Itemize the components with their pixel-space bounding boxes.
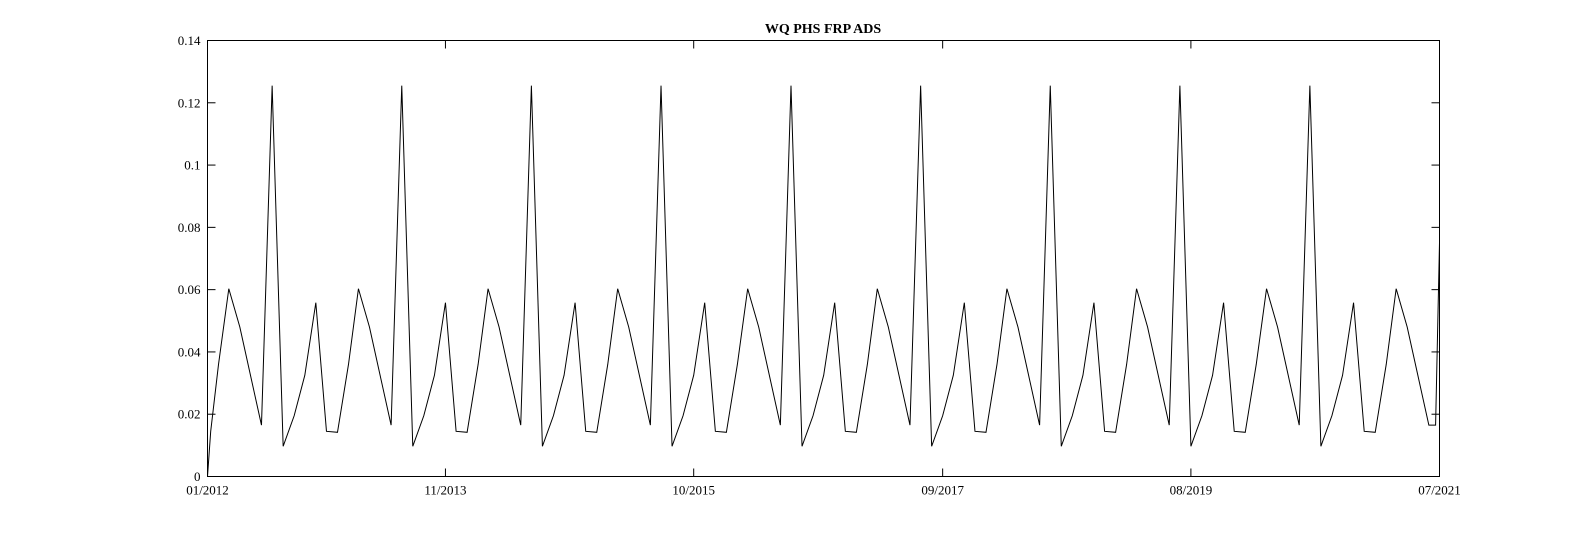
y-tick-label: 0.12	[178, 95, 201, 110]
y-tick-label: 0.14	[178, 33, 201, 48]
x-tick-label: 07/2021	[1418, 483, 1461, 498]
y-axis: 0 0.02 0.04 0.06 0.08 0.1 0.12 0.14	[178, 33, 1440, 484]
y-tick-label: 0.06	[178, 282, 201, 297]
chart-title: WQ PHS FRP ADS	[765, 22, 882, 37]
x-tick-label: 01/2012	[186, 483, 229, 498]
x-tick-label: 10/2015	[672, 483, 715, 498]
x-tick-label: 11/2013	[424, 483, 466, 498]
y-tick-label: 0.04	[178, 344, 201, 359]
y-tick-label: 0.08	[178, 220, 201, 235]
plot-area-frame	[207, 40, 1440, 477]
series-line	[207, 85, 1440, 477]
x-tick-label: 08/2019	[1170, 483, 1213, 498]
x-tick-label: 09/2017	[921, 483, 964, 498]
series-layer	[207, 85, 1440, 477]
x-axis: 01/2012 11/2013 10/2015 09/2017 08/2019 07/20…	[186, 40, 1461, 498]
y-tick-label: 0.1	[184, 158, 200, 173]
y-tick-label: 0.02	[178, 407, 201, 422]
y-tick-label: 0	[194, 469, 201, 484]
